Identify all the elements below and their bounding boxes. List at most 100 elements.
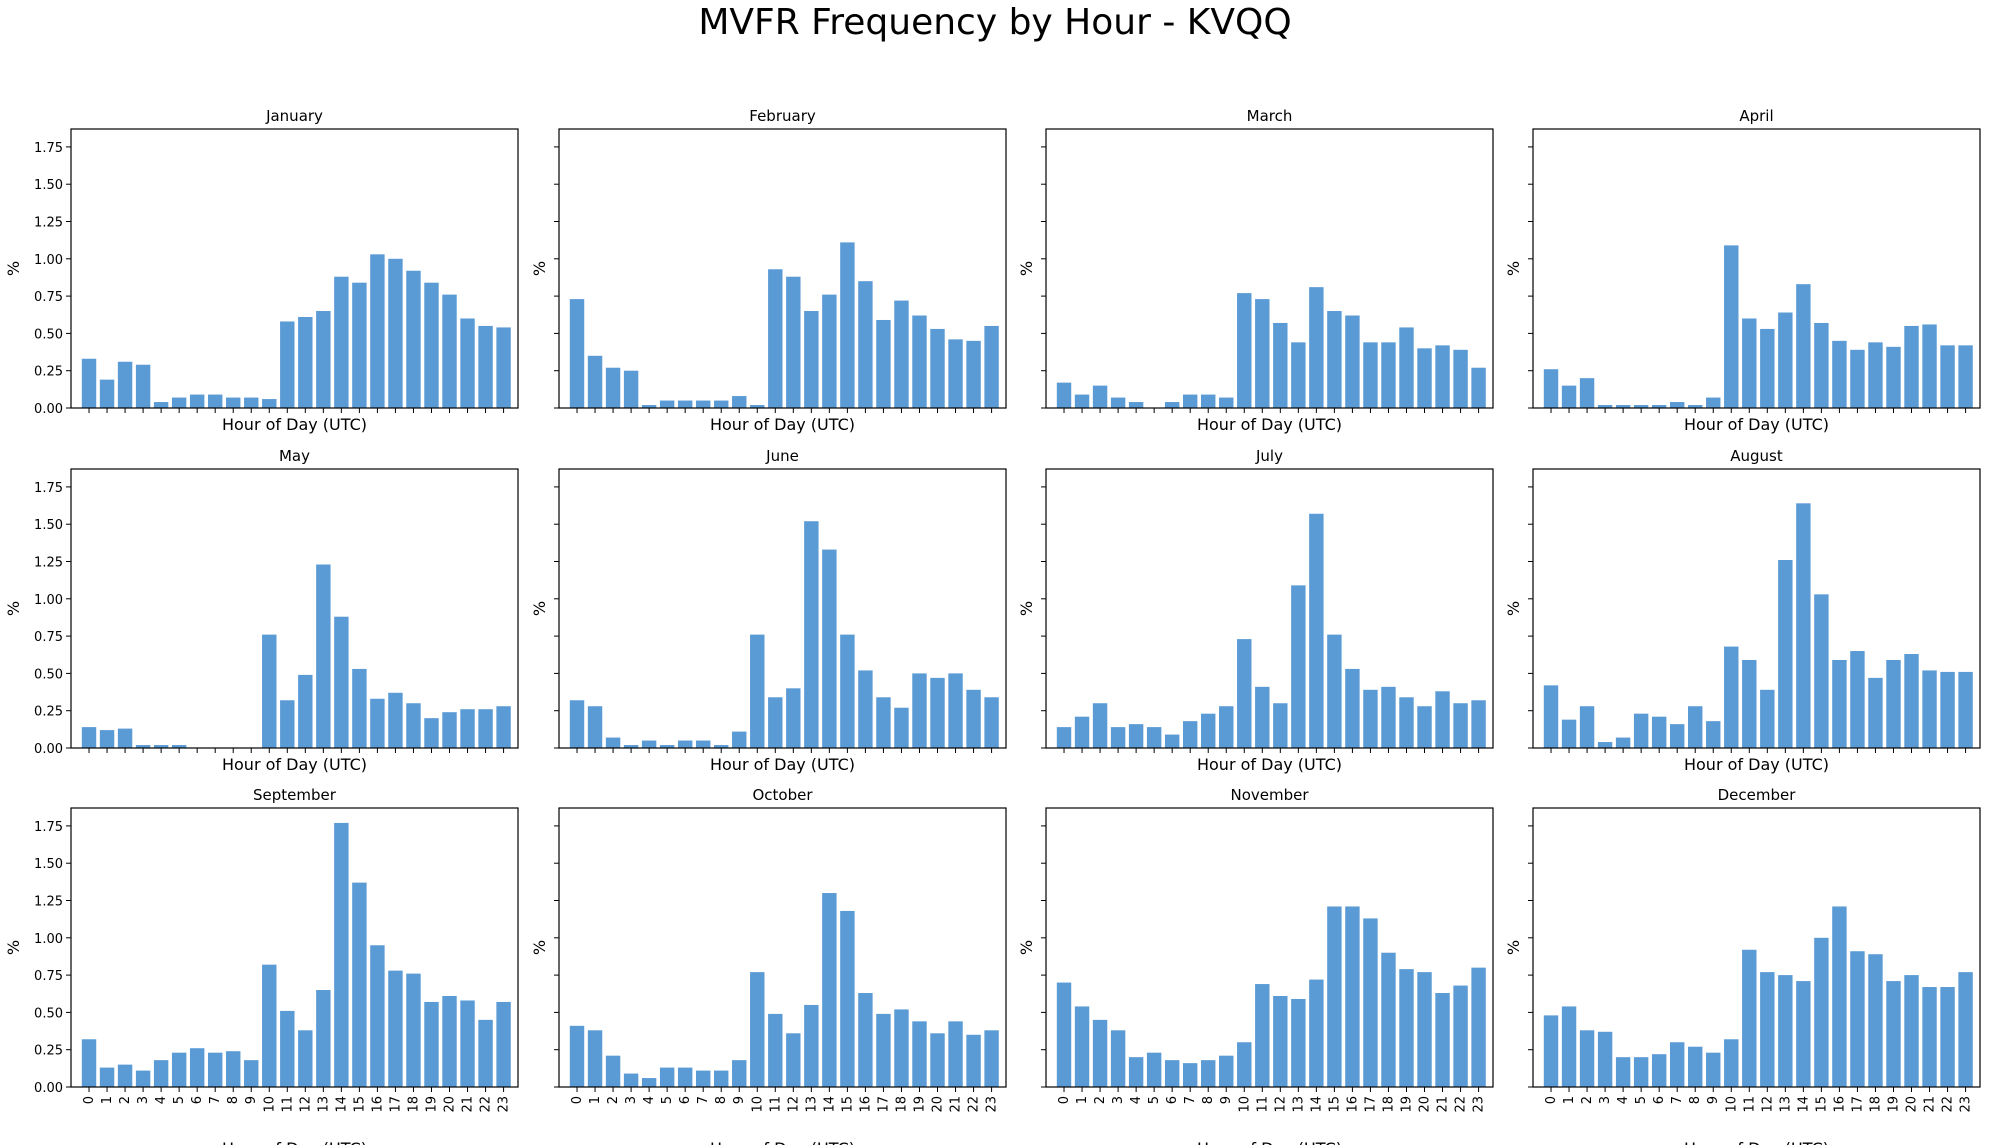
bar <box>1706 1052 1721 1087</box>
bar <box>822 294 837 408</box>
plot-frame <box>1532 468 1981 749</box>
bar <box>695 400 711 408</box>
x-tick-label: 9 <box>244 1096 259 1104</box>
x-tick-label: 8 <box>714 1096 729 1104</box>
bar <box>1056 727 1072 748</box>
bar <box>1706 397 1721 408</box>
x-axis-label: Hour of Day (UTC) <box>710 755 855 774</box>
bar <box>135 1070 151 1087</box>
subplot-title: February <box>749 107 816 125</box>
bar <box>207 394 223 408</box>
x-tick-label: 9 <box>1219 1096 1234 1104</box>
bar <box>750 634 765 748</box>
x-tick-label: 20 <box>443 1096 458 1113</box>
bar <box>171 1052 187 1087</box>
bar <box>1669 402 1685 408</box>
bar <box>1579 1030 1595 1087</box>
bar <box>81 358 97 408</box>
bar <box>1363 689 1378 748</box>
bar <box>1417 706 1432 748</box>
x-tick-label: 5 <box>172 1096 187 1104</box>
bar <box>1561 719 1577 748</box>
bar <box>1760 972 1775 1087</box>
bar <box>1922 670 1937 748</box>
bar <box>1345 668 1360 748</box>
bar <box>1219 1055 1234 1087</box>
bar <box>1904 325 1919 408</box>
subplot-title: October <box>752 786 813 804</box>
bar <box>840 242 855 408</box>
x-tick-label: 19 <box>912 1096 927 1113</box>
bar <box>623 370 639 408</box>
bar <box>370 698 385 748</box>
x-tick-label: 18 <box>1381 1096 1396 1113</box>
x-tick-label: 13 <box>804 1096 819 1113</box>
bar <box>605 1055 621 1087</box>
bar <box>1597 405 1613 408</box>
subplot-august: August Hour of Day (UTC)% <box>1504 447 1981 774</box>
y-axis-label: % <box>4 940 23 955</box>
bar <box>1724 1039 1739 1087</box>
bar <box>1850 951 1865 1087</box>
bar <box>1074 716 1090 748</box>
x-tick-label: 16 <box>858 1096 873 1113</box>
bar <box>1237 293 1252 408</box>
bar <box>496 327 511 408</box>
x-tick-label: 0 <box>1057 1096 1072 1104</box>
bar <box>587 355 603 408</box>
bar <box>1237 639 1252 748</box>
x-tick-label: 21 <box>461 1096 476 1113</box>
x-tick-label: 12 <box>1760 1096 1775 1113</box>
bar <box>1146 1052 1162 1087</box>
bar <box>1363 918 1378 1087</box>
bar <box>732 1060 747 1087</box>
x-tick-label: 15 <box>352 1096 367 1113</box>
bar <box>1399 327 1414 408</box>
plot-frame <box>70 468 519 749</box>
bar <box>641 740 657 748</box>
bar <box>1237 1042 1252 1087</box>
x-tick-label: 0 <box>570 1096 585 1104</box>
bar <box>1742 318 1757 408</box>
y-axis-label: % <box>530 601 549 616</box>
bar <box>1309 979 1324 1087</box>
bar <box>1435 691 1450 748</box>
y-tick-label: 0.25 <box>34 365 63 380</box>
bar <box>226 1051 241 1087</box>
bar <box>948 1021 963 1087</box>
bar <box>1110 727 1126 748</box>
bar <box>352 282 367 408</box>
bar <box>496 1001 511 1087</box>
x-tick-label: 2 <box>118 1096 133 1104</box>
x-axis-label: Hour of Day (UTC) <box>1684 755 1829 774</box>
bar <box>1435 993 1450 1087</box>
bar <box>930 328 945 408</box>
bar <box>876 1013 891 1087</box>
x-tick-label: 14 <box>822 1096 837 1113</box>
bar <box>822 893 837 1087</box>
bar <box>1182 1063 1198 1087</box>
bar <box>1850 651 1865 748</box>
bar <box>659 1067 675 1087</box>
bar <box>1597 742 1613 748</box>
bar <box>135 364 151 408</box>
bar <box>569 1025 585 1087</box>
bar <box>1633 405 1649 408</box>
bar <box>1868 677 1883 748</box>
bar <box>1074 1006 1090 1087</box>
x-tick-label: 22 <box>1941 1096 1956 1113</box>
bar <box>1381 686 1396 748</box>
y-axis-label: % <box>1017 261 1036 276</box>
plot-frame <box>1045 468 1494 749</box>
bar <box>1832 659 1847 748</box>
y-tick-label: 1.75 <box>34 481 63 496</box>
y-tick-label: 1.50 <box>34 178 63 193</box>
bar <box>677 740 693 748</box>
bar <box>1164 734 1180 748</box>
x-tick-label: 13 <box>316 1096 331 1113</box>
y-axis-label: % <box>1504 261 1523 276</box>
subplot-title: December <box>1718 786 1797 804</box>
plot-frame <box>1532 128 1981 409</box>
